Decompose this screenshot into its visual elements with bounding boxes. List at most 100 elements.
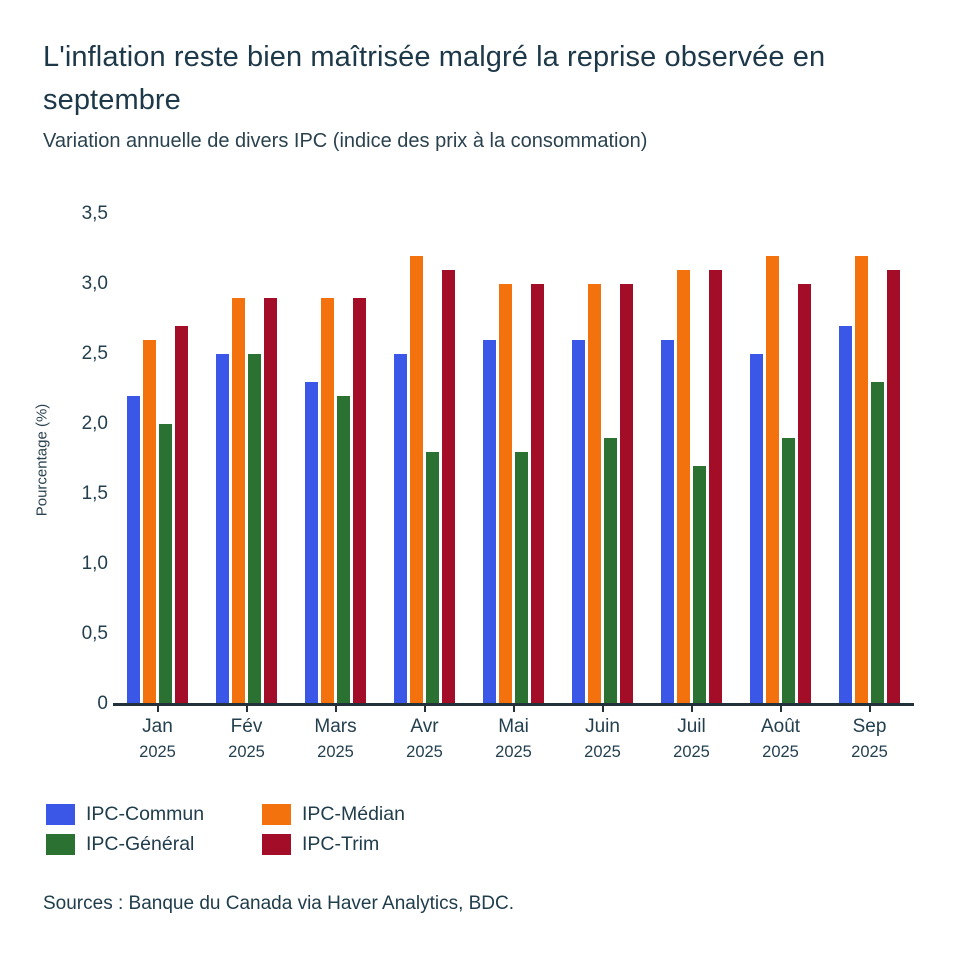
legend-item: IPC-Trim	[262, 833, 405, 855]
bar-ipc-médian	[677, 270, 690, 704]
x-label-month: Fév	[230, 716, 263, 737]
bar-group	[469, 214, 558, 704]
bar-ipc-médian	[232, 298, 245, 704]
bar-ipc-général	[248, 354, 261, 704]
x-label-month: Août	[760, 716, 801, 737]
bar-ipc-médian	[499, 284, 512, 704]
x-label-year: 2025	[673, 743, 710, 761]
x-label-year: 2025	[762, 743, 799, 761]
bar-ipc-trim	[709, 270, 722, 704]
legend-label: IPC-Médian	[302, 803, 405, 825]
y-tick-label: 0,5	[81, 623, 108, 644]
x-label-month: Sep	[852, 716, 887, 737]
x-axis-label: Mai 2025	[469, 715, 558, 762]
bar-ipc-trim	[887, 270, 900, 704]
legend-label: IPC-Général	[86, 833, 195, 855]
plot-area	[113, 214, 914, 704]
bar-ipc-trim	[442, 270, 455, 704]
x-axis-label: Sep 2025	[825, 715, 914, 762]
x-label-year: 2025	[317, 743, 354, 761]
y-tick-label: 1,5	[81, 483, 108, 504]
bar-ipc-général	[337, 396, 350, 704]
x-axis-label: Août 2025	[736, 715, 825, 762]
x-tick	[779, 706, 782, 712]
legend-item: IPC-Commun	[46, 803, 262, 825]
bar-ipc-médian	[588, 284, 601, 704]
x-axis-label: Fév 2025	[202, 715, 291, 762]
bar-group	[558, 214, 647, 704]
legend-swatch	[262, 834, 291, 855]
page-subtitle: Variation annuelle de divers IPC (indice…	[43, 130, 648, 152]
y-tick-label: 3,5	[81, 203, 108, 224]
bar-ipc-commun	[750, 354, 763, 704]
bar-group	[113, 214, 202, 704]
bar-ipc-médian	[410, 256, 423, 704]
legend-label: IPC-Commun	[86, 803, 205, 825]
bar-ipc-commun	[483, 340, 496, 704]
bar-ipc-général	[871, 382, 884, 704]
bar-group	[291, 214, 380, 704]
x-label-year: 2025	[495, 743, 532, 761]
legend-swatch	[46, 804, 75, 825]
x-label-year: 2025	[584, 743, 621, 761]
x-tick	[868, 706, 871, 712]
legend-label: IPC-Trim	[302, 833, 380, 855]
bar-ipc-trim	[353, 298, 366, 704]
bar-ipc-commun	[661, 340, 674, 704]
bar-ipc-commun	[127, 396, 140, 704]
source-note: Sources : Banque du Canada via Haver Ana…	[43, 893, 515, 914]
x-tick	[334, 706, 337, 712]
x-label-year: 2025	[851, 743, 888, 761]
x-axis-line	[113, 703, 914, 706]
x-label-month: Mai	[498, 716, 529, 737]
bar-ipc-médian	[855, 256, 868, 704]
bar-ipc-médian	[766, 256, 779, 704]
y-tick-label: 0	[97, 693, 108, 714]
bar-ipc-médian	[321, 298, 334, 704]
x-label-month: Juil	[677, 716, 706, 737]
bar-ipc-commun	[216, 354, 229, 704]
bar-ipc-médian	[143, 340, 156, 704]
bar-ipc-commun	[394, 354, 407, 704]
bar-group	[825, 214, 914, 704]
bar-ipc-trim	[175, 326, 188, 704]
legend-item: IPC-Médian	[262, 803, 405, 825]
bar-ipc-commun	[572, 340, 585, 704]
x-label-month: Jan	[142, 716, 173, 737]
legend: IPC-Commun IPC-Médian IPC-Général IPC-Trim	[46, 803, 405, 855]
x-label-year: 2025	[406, 743, 443, 761]
bar-ipc-général	[782, 438, 795, 704]
x-axis-label: Juil 2025	[647, 715, 736, 762]
page-title: L'inflation reste bien maîtrisée malgré …	[43, 41, 826, 116]
bar-group	[202, 214, 291, 704]
bar-ipc-général	[426, 452, 439, 704]
x-axis-label: Avr 2025	[380, 715, 469, 762]
x-label-year: 2025	[139, 743, 176, 761]
y-tick-label: 2,0	[81, 413, 108, 434]
x-label-month: Mars	[314, 716, 357, 737]
x-tick	[423, 706, 426, 712]
x-axis-label: Mars 2025	[291, 715, 380, 762]
x-tick	[690, 706, 693, 712]
bar-ipc-général	[159, 424, 172, 704]
x-axis-label: Jan 2025	[113, 715, 202, 762]
bar-group	[647, 214, 736, 704]
x-label-year: 2025	[228, 743, 265, 761]
bar-ipc-trim	[531, 284, 544, 704]
y-tick-label: 3,0	[81, 273, 108, 294]
legend-item: IPC-Général	[46, 833, 262, 855]
bar-ipc-commun	[839, 326, 852, 704]
legend-swatch	[46, 834, 75, 855]
bar-group	[380, 214, 469, 704]
x-axis-label: Juin 2025	[558, 715, 647, 762]
bar-ipc-général	[693, 466, 706, 704]
x-label-month: Avr	[410, 716, 439, 737]
bar-ipc-général	[515, 452, 528, 704]
y-tick-label: 2,5	[81, 343, 108, 364]
bar-ipc-trim	[620, 284, 633, 704]
x-tick	[245, 706, 248, 712]
bar-ipc-trim	[264, 298, 277, 704]
bar-ipc-commun	[305, 382, 318, 704]
x-tick	[512, 706, 515, 712]
